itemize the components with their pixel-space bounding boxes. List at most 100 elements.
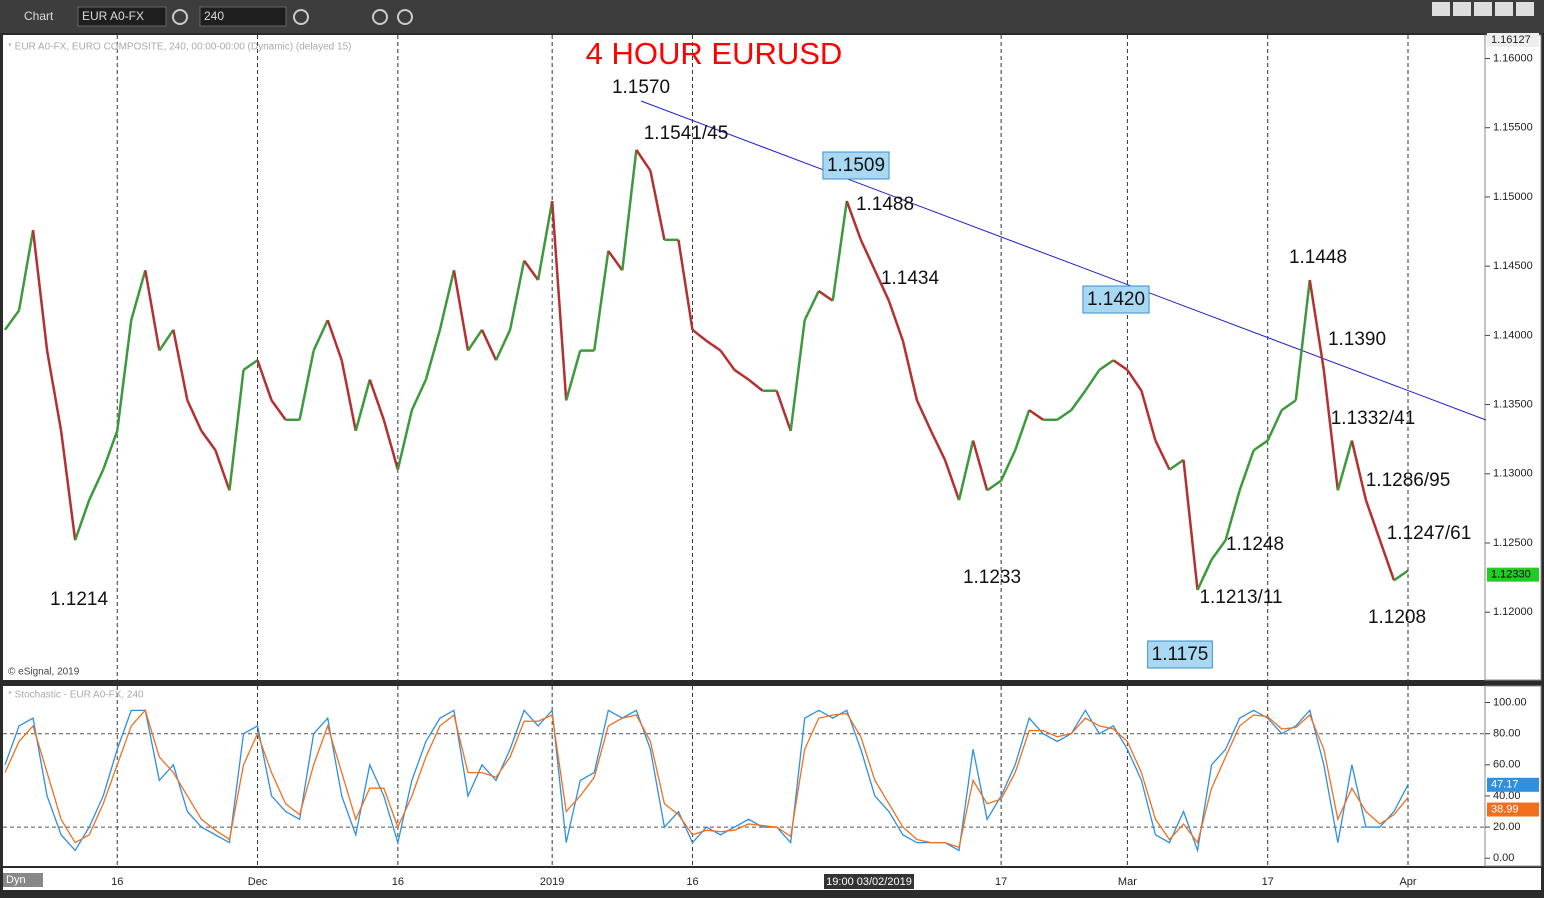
y-tick-label: 0.00 — [1493, 852, 1514, 864]
price-segment — [214, 449, 231, 491]
alert-icon[interactable] — [397, 9, 413, 25]
max-button[interactable] — [1474, 2, 1492, 16]
price-segment — [1308, 279, 1326, 371]
price-segment — [1378, 539, 1396, 581]
price-segment — [943, 459, 961, 501]
y-tick-label: 1.14500 — [1493, 260, 1533, 272]
price-segment — [466, 329, 484, 352]
restore-button[interactable] — [1495, 2, 1513, 16]
annotation: 1.1541/45 — [644, 123, 729, 144]
price-segment — [158, 329, 175, 352]
price-segment — [3, 309, 21, 331]
y-tick-label: 60.00 — [1493, 759, 1521, 771]
price-segment — [438, 270, 456, 331]
annotation: 1.1434 — [881, 268, 940, 289]
price-segment — [410, 379, 428, 411]
price-segment — [733, 368, 750, 381]
min-button[interactable] — [1453, 2, 1471, 16]
price-segment — [17, 229, 35, 311]
symbol[interactable]: EUR A0-FX — [82, 9, 144, 23]
price-segment — [312, 319, 329, 352]
price-segment — [1013, 409, 1031, 451]
annotation-box — [1147, 640, 1213, 669]
help-button[interactable] — [1432, 2, 1450, 16]
stoch-line — [4, 708, 1409, 854]
symbol-box[interactable] — [77, 6, 167, 27]
annotation: 1.1233 — [963, 567, 1021, 588]
price-segment — [1224, 490, 1241, 541]
price-segment — [326, 319, 343, 361]
chart-title: 4 HOUR EURUSD — [586, 36, 843, 71]
y-tick-label: 20.00 — [1493, 821, 1521, 833]
price-segment — [59, 430, 77, 541]
price-segment — [1028, 409, 1044, 421]
interval-box[interactable] — [199, 6, 287, 27]
y-tick-label: 1.12000 — [1493, 606, 1533, 618]
price-segment — [1182, 459, 1199, 591]
price-segment — [242, 359, 259, 371]
price-segment — [1266, 409, 1283, 442]
price-segment — [873, 269, 891, 302]
price-segment — [1168, 458, 1185, 471]
annotation: 1.1247/61 — [1387, 523, 1472, 544]
price-segment — [915, 399, 933, 432]
price-segment — [1210, 539, 1227, 561]
settings-icon[interactable] — [172, 9, 188, 25]
time-icon[interactable] — [293, 9, 309, 25]
price-segment — [1336, 440, 1354, 491]
play-icon[interactable] — [372, 9, 388, 25]
price-segment — [536, 200, 554, 281]
interval[interactable]: 240 — [204, 9, 224, 23]
annotation: 1.1390 — [1328, 329, 1386, 350]
price-segment — [845, 200, 863, 241]
price-segment — [719, 349, 736, 371]
stoch-axis — [1484, 685, 1542, 867]
value-tag — [1487, 802, 1539, 817]
price-segment — [1322, 369, 1340, 491]
price-segment — [1196, 559, 1213, 591]
mode-label: Dyn — [6, 874, 26, 886]
stoch-title: * Stochastic - EUR A0-FX, 240 — [8, 690, 144, 701]
stoch-panel — [3, 686, 1485, 866]
price-segment — [1098, 359, 1115, 371]
value-tag — [1487, 777, 1539, 792]
price-segment — [1112, 359, 1129, 371]
y-tick-label: 1.13000 — [1493, 468, 1533, 480]
price-segment — [677, 239, 694, 331]
price-segment — [368, 379, 385, 421]
price-segment — [298, 350, 315, 421]
price-segment — [747, 378, 764, 392]
annotation: 1.1509 — [827, 155, 885, 176]
y-tick-label: 1.15500 — [1493, 122, 1533, 134]
credit: © eSignal, 2019 — [8, 667, 80, 678]
price-segment — [691, 328, 708, 342]
x-tick-label: 16 — [686, 876, 698, 888]
annotation: 1.1570 — [612, 77, 670, 98]
annotation: 1.1248 — [1226, 534, 1284, 555]
value-tag — [1487, 33, 1539, 47]
price-segment — [270, 399, 287, 421]
close-button[interactable] — [1516, 2, 1534, 16]
price-segment — [789, 319, 806, 432]
crosshair-label: 19:00 03/02/2019 — [826, 876, 912, 888]
price-segment — [1393, 569, 1409, 582]
price-segment — [775, 390, 792, 432]
price-segment — [957, 440, 975, 501]
price-segment — [452, 270, 470, 351]
price-segment — [340, 360, 357, 432]
value-tag-label: 38.99 — [1491, 803, 1519, 815]
x-tick-label: Apr — [1399, 876, 1416, 888]
x-tick-label: Dec — [248, 876, 268, 888]
annotation: 1.1488 — [856, 194, 914, 215]
price-segment — [887, 300, 905, 342]
price-segment — [999, 449, 1017, 482]
price-segment — [607, 250, 624, 272]
price-segment — [256, 359, 273, 401]
annotation-box — [1082, 285, 1150, 314]
price-segment — [1140, 390, 1157, 441]
price-segment — [1126, 369, 1143, 392]
price-segment — [705, 339, 722, 352]
y-tick-label: 40.00 — [1493, 790, 1521, 802]
price-segment — [635, 149, 652, 172]
price-segment — [986, 479, 1002, 492]
